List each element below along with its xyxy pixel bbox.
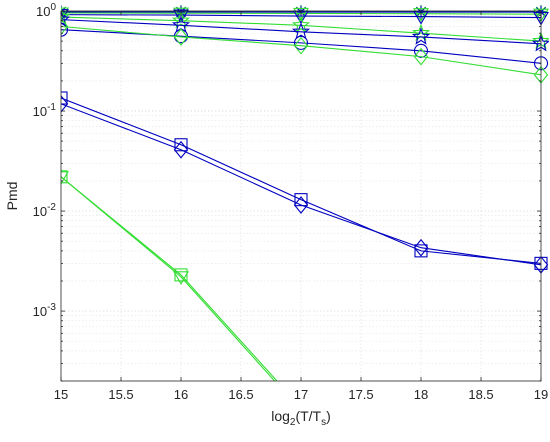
marker-triangle-down bbox=[413, 8, 429, 22]
marker-circle bbox=[61, 22, 69, 37]
x-tick-label: 18 bbox=[414, 387, 428, 402]
y-tick-base: 10 bbox=[36, 4, 50, 19]
marker-square bbox=[61, 170, 68, 184]
marker-diamond bbox=[413, 47, 429, 66]
y-tick-base: 10 bbox=[33, 204, 47, 219]
y-tick-label: 10-2 bbox=[33, 202, 57, 219]
marker-diamond bbox=[293, 36, 309, 55]
plot-background bbox=[61, 11, 541, 381]
marker-diamond bbox=[173, 28, 189, 46]
marker-pentagram bbox=[61, 10, 71, 28]
marker-triangle-down bbox=[173, 9, 189, 24]
tick-layer: 15 15.5 16 16.5 17 17.5 18 18.5 1910-310-210-110… bbox=[33, 2, 549, 402]
series-11 bbox=[61, 171, 276, 381]
marker-square bbox=[294, 193, 308, 207]
grid-layer bbox=[60, 10, 542, 382]
y-tick-exponent: -2 bbox=[47, 202, 56, 213]
y-tick-base: 10 bbox=[33, 104, 47, 119]
y-tick-base: 10 bbox=[33, 304, 47, 319]
series-line bbox=[61, 176, 276, 381]
marker-square bbox=[61, 91, 68, 105]
marker-pentagram bbox=[291, 15, 311, 33]
y-tick-label: 100 bbox=[36, 2, 56, 19]
marker-diamond bbox=[173, 140, 189, 159]
marker-square bbox=[414, 244, 428, 258]
y-tick-label: 10-1 bbox=[33, 102, 57, 119]
marker-diamond bbox=[61, 94, 69, 113]
marker-pentagram bbox=[61, 7, 71, 25]
marker-circle bbox=[293, 35, 309, 50]
marker-triangle-down bbox=[293, 7, 309, 22]
x-axis-label-sub2: s bbox=[321, 417, 326, 428]
marker-triangle-down bbox=[61, 9, 69, 23]
y-tick-exponent: -1 bbox=[47, 102, 56, 113]
marker-triangle-down bbox=[533, 8, 549, 23]
marker-pentagram bbox=[291, 22, 311, 40]
x-axis-label-log: log bbox=[271, 408, 290, 424]
marker-diamond bbox=[61, 17, 69, 36]
series-9 bbox=[61, 94, 549, 274]
x-tick-label: 17.5 bbox=[348, 387, 373, 402]
x-axis-label-paren: (T/T bbox=[295, 408, 321, 424]
y-axis-label: Pmd bbox=[4, 182, 20, 211]
x-axis-label: log2(T/Ts) bbox=[271, 408, 331, 428]
x-tick-label: 19 bbox=[534, 387, 548, 402]
x-axis-label-close: ) bbox=[326, 408, 331, 424]
x-tick-label: 16.5 bbox=[228, 387, 253, 402]
series-line bbox=[61, 29, 542, 64]
x-tick-label: 18.5 bbox=[468, 387, 493, 402]
marker-square bbox=[174, 268, 188, 282]
y-tick-exponent: 0 bbox=[50, 2, 56, 13]
marker-diamond bbox=[413, 238, 429, 257]
marker-triangle-down bbox=[173, 7, 189, 22]
series-line bbox=[61, 25, 542, 76]
marker-pentagram bbox=[171, 11, 191, 29]
marker-triangle-down bbox=[61, 171, 69, 185]
series-line bbox=[61, 19, 542, 45]
marker-triangle-down bbox=[173, 271, 189, 285]
y-tick-exponent: -3 bbox=[47, 302, 56, 313]
x-tick-label: 15.5 bbox=[108, 387, 133, 402]
x-tick-label: 15 bbox=[54, 387, 68, 402]
x-tick-label: 17 bbox=[294, 387, 308, 402]
marker-circle bbox=[413, 43, 429, 58]
marker-diamond bbox=[293, 196, 309, 214]
y-tick-label: 10-3 bbox=[33, 302, 57, 319]
x-axis-label-sub: 2 bbox=[290, 417, 296, 428]
marker-pentagram bbox=[411, 27, 431, 45]
marker-square bbox=[174, 138, 188, 152]
x-tick-label: 16 bbox=[174, 387, 188, 402]
series-line bbox=[61, 97, 542, 264]
series-line bbox=[61, 103, 542, 266]
